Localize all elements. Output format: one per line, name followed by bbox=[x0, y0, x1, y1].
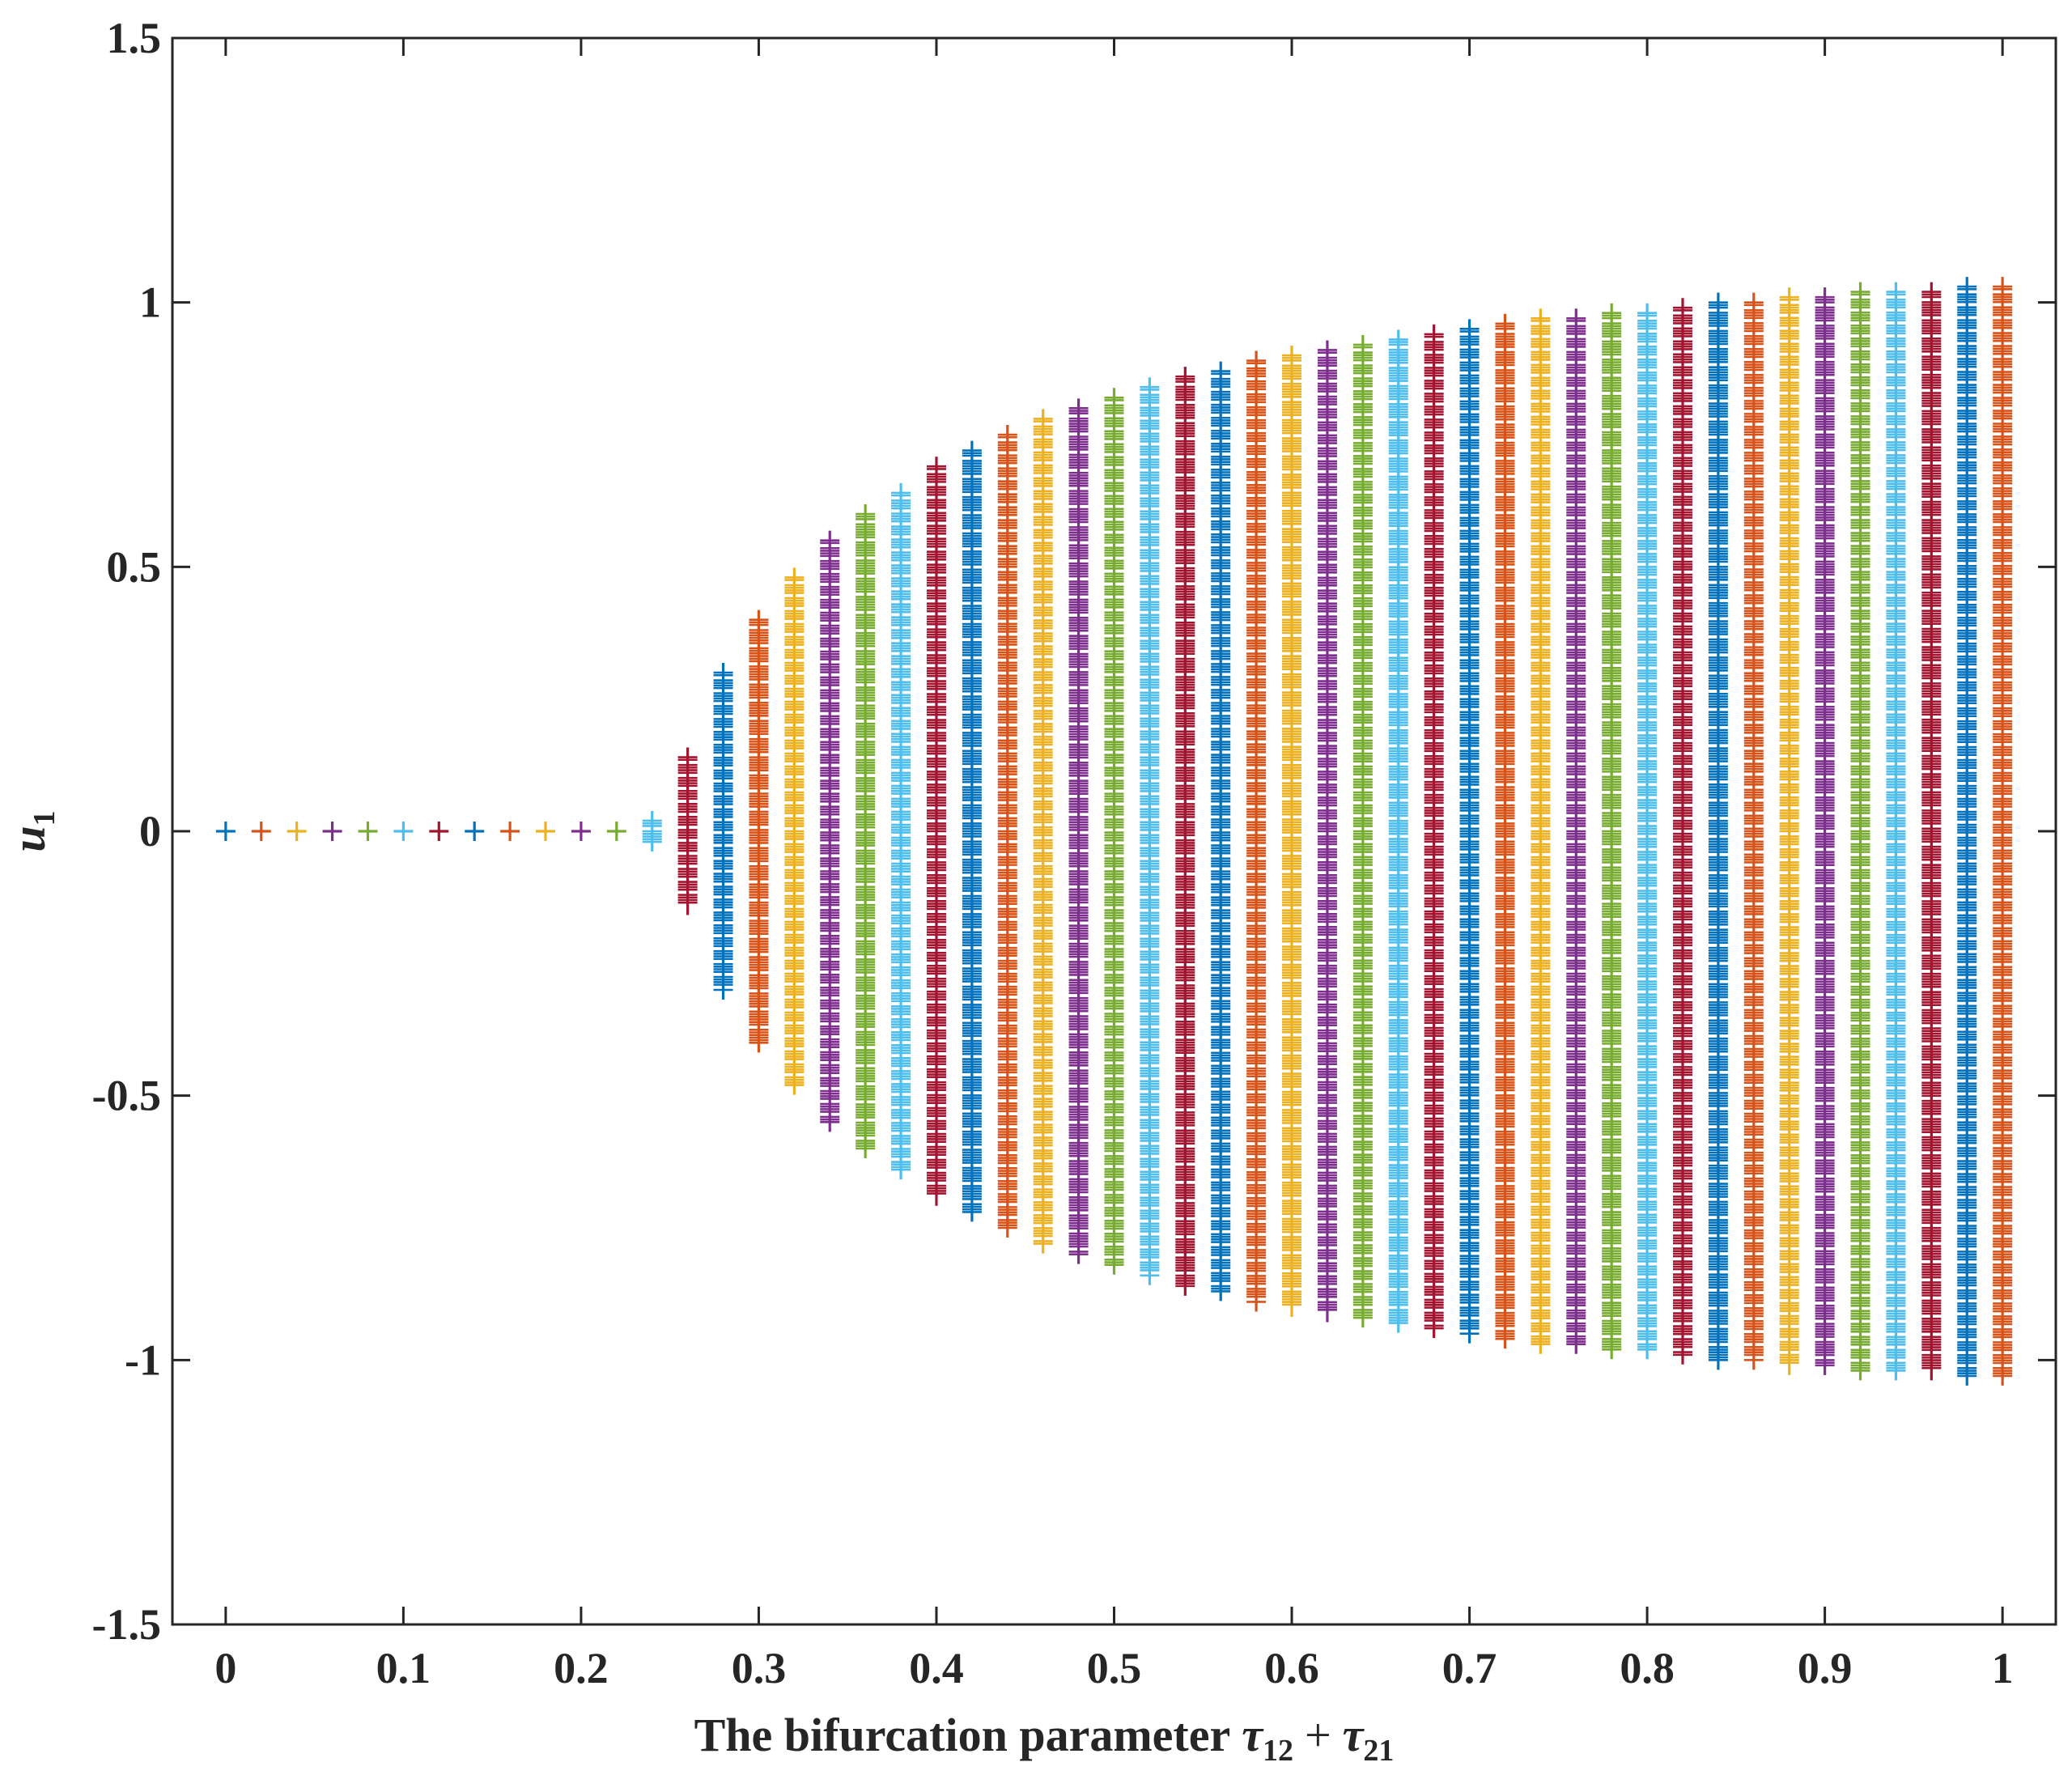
series-0.12 bbox=[429, 822, 449, 841]
series-0.64 bbox=[1352, 334, 1373, 1328]
series-0.24 bbox=[642, 810, 662, 852]
series-0.36 bbox=[856, 504, 876, 1158]
series-0.00 bbox=[215, 822, 236, 841]
series-0.34 bbox=[820, 530, 840, 1132]
series-0.16 bbox=[500, 822, 520, 841]
series-0.60 bbox=[1282, 346, 1302, 1317]
series-0.46 bbox=[1033, 409, 1053, 1254]
series-0.58 bbox=[1246, 350, 1267, 1312]
series-0.50 bbox=[1104, 388, 1124, 1275]
series-0.20 bbox=[571, 822, 591, 841]
series-0.40 bbox=[926, 456, 946, 1206]
series-0.18 bbox=[536, 822, 556, 841]
series-0.44 bbox=[997, 425, 1017, 1238]
series-0.28 bbox=[713, 663, 733, 1000]
series-0.22 bbox=[606, 822, 626, 841]
series-0.04 bbox=[287, 822, 307, 841]
series-0.66 bbox=[1388, 329, 1408, 1333]
series-0.62 bbox=[1317, 340, 1337, 1323]
series-0.26 bbox=[677, 747, 698, 915]
series-0.48 bbox=[1068, 398, 1089, 1264]
series-0.56 bbox=[1211, 361, 1231, 1302]
series-0.02 bbox=[251, 822, 271, 841]
series-0.06 bbox=[322, 822, 342, 841]
series-0.52 bbox=[1140, 377, 1160, 1285]
series-0.38 bbox=[891, 482, 911, 1180]
series-0.08 bbox=[358, 822, 378, 841]
series-0.14 bbox=[465, 822, 485, 841]
series-0.54 bbox=[1175, 367, 1195, 1296]
series-0.30 bbox=[749, 609, 769, 1053]
data-series-group bbox=[215, 277, 2013, 1386]
series-0.32 bbox=[784, 567, 805, 1095]
series-0.42 bbox=[962, 440, 982, 1222]
series-0.10 bbox=[393, 822, 414, 841]
